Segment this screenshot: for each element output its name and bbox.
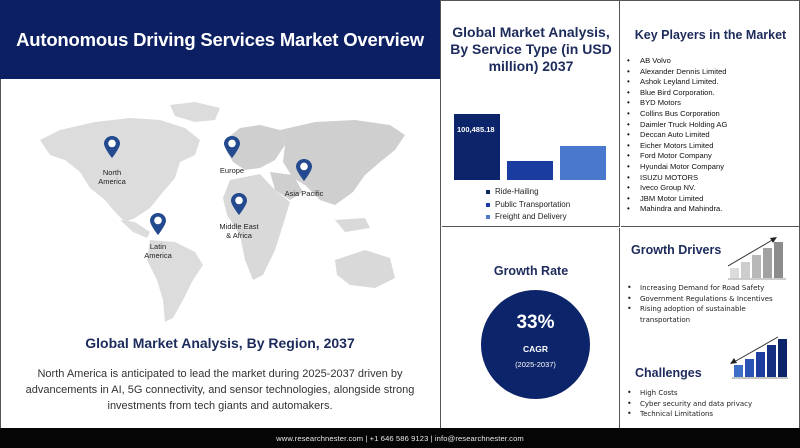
- key-players-panel: Key Players in the Market AB Volvo Alexa…: [621, 0, 800, 227]
- legend-swatch-icon: [486, 202, 490, 207]
- list-item: Government Regulations & Incentives: [627, 294, 797, 305]
- list-item: Cyber security and data privacy: [627, 399, 797, 410]
- cagr-label: CAGR: [522, 344, 549, 354]
- list-item: JBM Motor Limited: [627, 194, 727, 205]
- cagr-value: 33%: [516, 312, 555, 333]
- legend-item: Public Transportation: [486, 199, 570, 212]
- service-type-bar-chart: 100,485.18: [454, 112, 606, 180]
- key-players-title: Key Players in the Market: [634, 28, 787, 42]
- list-item: Rising adoption of sustainable transport…: [627, 304, 797, 325]
- list-item: Daimler Truck Holding AG: [627, 120, 727, 131]
- list-item: Deccan Auto Limited: [627, 130, 727, 141]
- list-item: Mahindra and Mahindra.: [627, 204, 727, 215]
- growth-drivers-list: Increasing Demand for Road Safety Govern…: [627, 283, 797, 325]
- region-label: North: [102, 168, 122, 177]
- list-item: Collins Bus Corporation: [627, 109, 727, 120]
- list-item: High Costs: [627, 388, 797, 399]
- location-pin-icon: [150, 213, 166, 235]
- list-item: Technical Limitations: [627, 409, 797, 420]
- location-pin-icon: [104, 136, 120, 158]
- header-banner: Autonomous Driving Services Market Overv…: [0, 0, 440, 79]
- location-pin-icon: [231, 193, 247, 215]
- bar-ride-hailing: 100,485.18: [454, 114, 500, 180]
- challenges-title: Challenges: [635, 366, 702, 380]
- region-analysis-description: North America is anticipated to lead the…: [25, 368, 415, 412]
- growth-rate-title: Growth Rate: [493, 264, 569, 278]
- cagr-period: (2025-2037): [515, 360, 556, 369]
- region-analysis-title: Global Market Analysis, By Region, 2037: [85, 335, 355, 351]
- list-item: BYD Motors: [627, 98, 727, 109]
- location-pin-icon: [296, 159, 312, 181]
- service-type-panel: Global Market Analysis, By Service Type …: [442, 0, 620, 227]
- growth-drivers-title: Growth Drivers: [631, 243, 722, 257]
- key-players-list: AB Volvo Alexander Dennis Limited Ashok …: [627, 56, 727, 215]
- list-item: ISUZU MOTORS: [627, 173, 727, 184]
- rising-bar-chart-icon: [728, 237, 786, 280]
- legend-swatch-icon: [486, 190, 490, 195]
- legend-item: Freight and Delivery: [486, 211, 570, 224]
- footer-contact-bar: www.researchnester.com | +1 646 586 9123…: [0, 428, 800, 448]
- growth-rate-panel: Growth Rate 33% CAGR (2025-2037): [442, 228, 620, 428]
- declining-trend-chart-icon: [730, 336, 788, 379]
- region-label: Middle East: [219, 222, 259, 231]
- list-item: Alexander Dennis Limited: [627, 67, 727, 78]
- drivers-challenges-panel: Growth Drivers Increasing Demand for Roa…: [621, 228, 800, 428]
- region-label: Latin: [149, 242, 167, 251]
- region-panel: Autonomous Driving Services Market Overv…: [0, 0, 441, 428]
- bar-public-transportation: [507, 161, 553, 180]
- list-item: Ashok Leyland Limited.: [627, 77, 727, 88]
- list-item: Eicher Motors Limited: [627, 141, 727, 152]
- region-label: Asia Pacific: [284, 189, 324, 198]
- footer-contact-text: www.researchnester.com | +1 646 586 9123…: [276, 433, 524, 443]
- legend-item: Ride-Hailing: [486, 186, 570, 199]
- bar-freight-delivery: [560, 146, 606, 180]
- list-item: AB Volvo: [627, 56, 727, 67]
- list-item: Hyundai Motor Company: [627, 162, 727, 173]
- list-item: Iveco Group NV.: [627, 183, 727, 194]
- bar-value-label: 100,485.18: [457, 125, 495, 134]
- list-item: Increasing Demand for Road Safety: [627, 283, 797, 294]
- page-title: Autonomous Driving Services Market Overv…: [16, 28, 424, 50]
- chart-legend: Ride-Hailing Public Transportation Freig…: [486, 186, 570, 224]
- service-type-title: Global Market Analysis, By Service Type …: [450, 24, 612, 74]
- region-label: Europe: [219, 166, 245, 175]
- list-item: Ford Motor Company: [627, 151, 727, 162]
- location-pin-icon: [224, 136, 240, 158]
- world-map: [40, 102, 405, 322]
- list-item: Blue Bird Corporation.: [627, 88, 727, 99]
- legend-swatch-icon: [486, 215, 490, 220]
- cagr-circle: 33% CAGR (2025-2037): [481, 290, 590, 399]
- challenges-list: High Costs Cyber security and data priva…: [627, 388, 797, 420]
